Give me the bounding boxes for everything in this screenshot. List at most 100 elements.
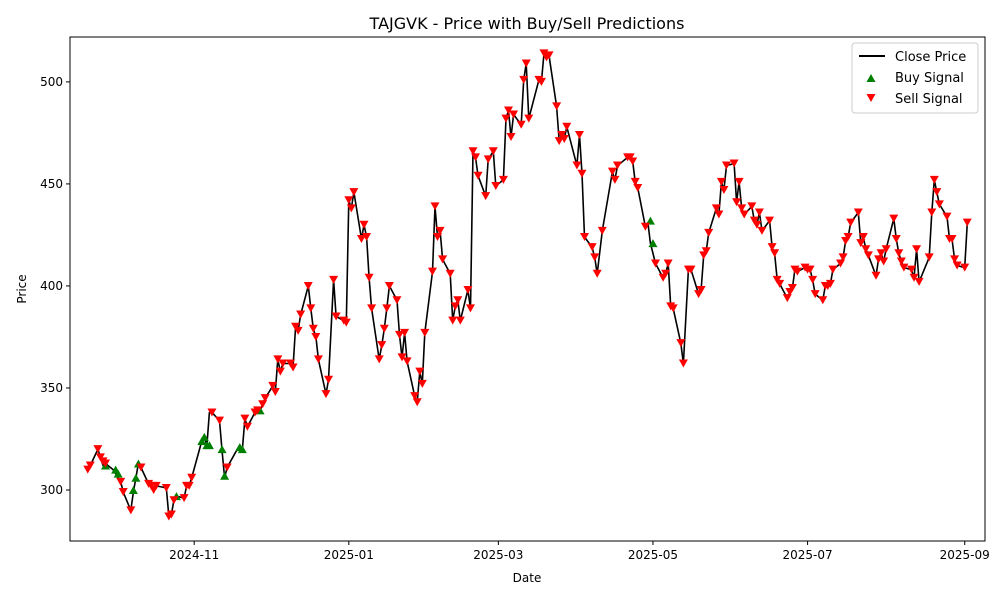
sell-signal-marker [374,355,384,364]
sell-signal-marker [392,296,402,305]
sell-signal-marker [377,341,387,350]
sell-signal-marker [732,198,742,207]
sell-signal-marker [291,322,301,331]
sell-signal-marker [481,192,491,201]
sell-signal-marker [536,77,546,86]
sell-signal-marker [640,222,650,231]
sell-signal-marker [118,488,128,497]
buy-signal-marker [113,469,123,478]
sell-signal-marker [313,355,323,364]
sell-signal-marker [242,422,252,431]
sell-signal-marker [438,255,448,264]
sell-signal-marker [491,181,501,190]
sell-signal-marker [587,243,597,252]
sell-signal-marker [612,161,622,170]
sell-signal-marker [899,263,909,272]
sell-signal-marker [719,186,729,195]
sell-signal-marker [498,175,508,184]
sell-signal-marker [503,106,513,115]
sell-signal-marker [85,461,95,470]
sell-signal-marker [324,375,334,384]
sell-signal-marker [215,416,225,425]
sell-signal-marker [519,75,529,84]
sell-signal-marker [858,232,868,241]
sell-signal-marker [116,477,126,486]
sell-signal-marker [445,269,455,278]
sell-signal-marker [260,394,270,403]
buy-signal-marker [217,445,227,454]
sell-signal-marker [894,249,904,258]
sell-signal-marker [557,130,567,139]
sell-signal-marker [739,210,749,219]
sell-signal-marker [927,208,937,217]
sell-signal-marker [863,251,873,260]
sell-signal-marker [711,204,721,213]
sell-signal-marker [367,304,377,313]
sell-signal-marker [828,265,838,274]
sell-signal-marker [572,161,582,170]
sell-signal-marker [716,177,726,186]
legend-sell-marker [866,94,876,102]
sell-signal-marker [906,265,916,274]
sell-signal-marker [808,275,818,284]
sell-signal-marker [364,273,374,282]
sell-signal-marker [400,328,410,337]
legend-buy-marker [866,74,876,82]
legend: Close Price Buy Signal Sell Signal [851,42,979,114]
legend-box [851,42,979,114]
sell-signal-marker [678,359,688,368]
sell-signal-marker [455,316,465,325]
sell-signal-marker [286,359,296,368]
sell-signal-marker [433,232,443,241]
sell-signal-marker [628,157,638,166]
sell-signal-marker [668,304,678,313]
sell-signal-marker [597,226,607,235]
sell-signal-marker [952,261,962,270]
sell-signal-marker [296,310,306,319]
sell-signal-marker [382,304,392,313]
sell-signal-marker [825,279,835,288]
sell-signal-marker [810,290,820,299]
sell-signal-marker [311,332,321,341]
sell-signal-marker [359,220,369,229]
sell-signal-marker [947,235,957,244]
sell-signal-marker [853,208,863,217]
buy-signal-marker [204,441,214,450]
sell-signal-marker [303,281,313,290]
x-axis-title: Date [513,571,542,585]
buy-signal-marker [128,485,138,494]
sell-signal-marker [253,406,263,415]
sell-signal-marker [397,353,407,362]
sell-signal-marker [805,265,815,274]
sell-signal-marker [607,167,617,176]
sell-signal-marker [509,110,519,119]
sell-signal-marker [876,249,886,258]
sell-signal-marker [240,414,250,423]
y-tick-label: 450 [40,177,63,191]
sell-signal-marker [395,330,405,339]
sell-signal-marker [410,392,420,401]
x-tick-label: 2025-09 [940,548,990,562]
sell-signal-marker [559,135,569,144]
sell-signal-marker [544,51,554,60]
axes-frame [69,36,986,542]
sell-signal-marker [924,253,934,262]
sell-signal-marker [770,249,780,258]
y-tick-label: 500 [40,75,63,89]
sell-signal-marker [782,294,792,303]
sell-signal-marker [929,175,939,184]
buy-signal-marker [131,473,141,482]
sell-signal-marker [562,122,572,131]
sell-signal-marker [610,175,620,184]
sell-signal-marker [909,273,919,282]
sell-signal-marker [483,155,493,164]
sell-signal-marker [818,296,828,305]
sell-signal-marker [275,367,285,376]
sell-signal-marker [331,312,341,321]
sell-signal-marker [166,510,176,519]
sell-signal-marker [721,161,731,170]
sell-signal-marker [696,286,706,295]
sell-signal-marker [881,245,891,254]
sell-signal-marker [273,355,283,364]
sell-signal-marker [308,324,318,333]
